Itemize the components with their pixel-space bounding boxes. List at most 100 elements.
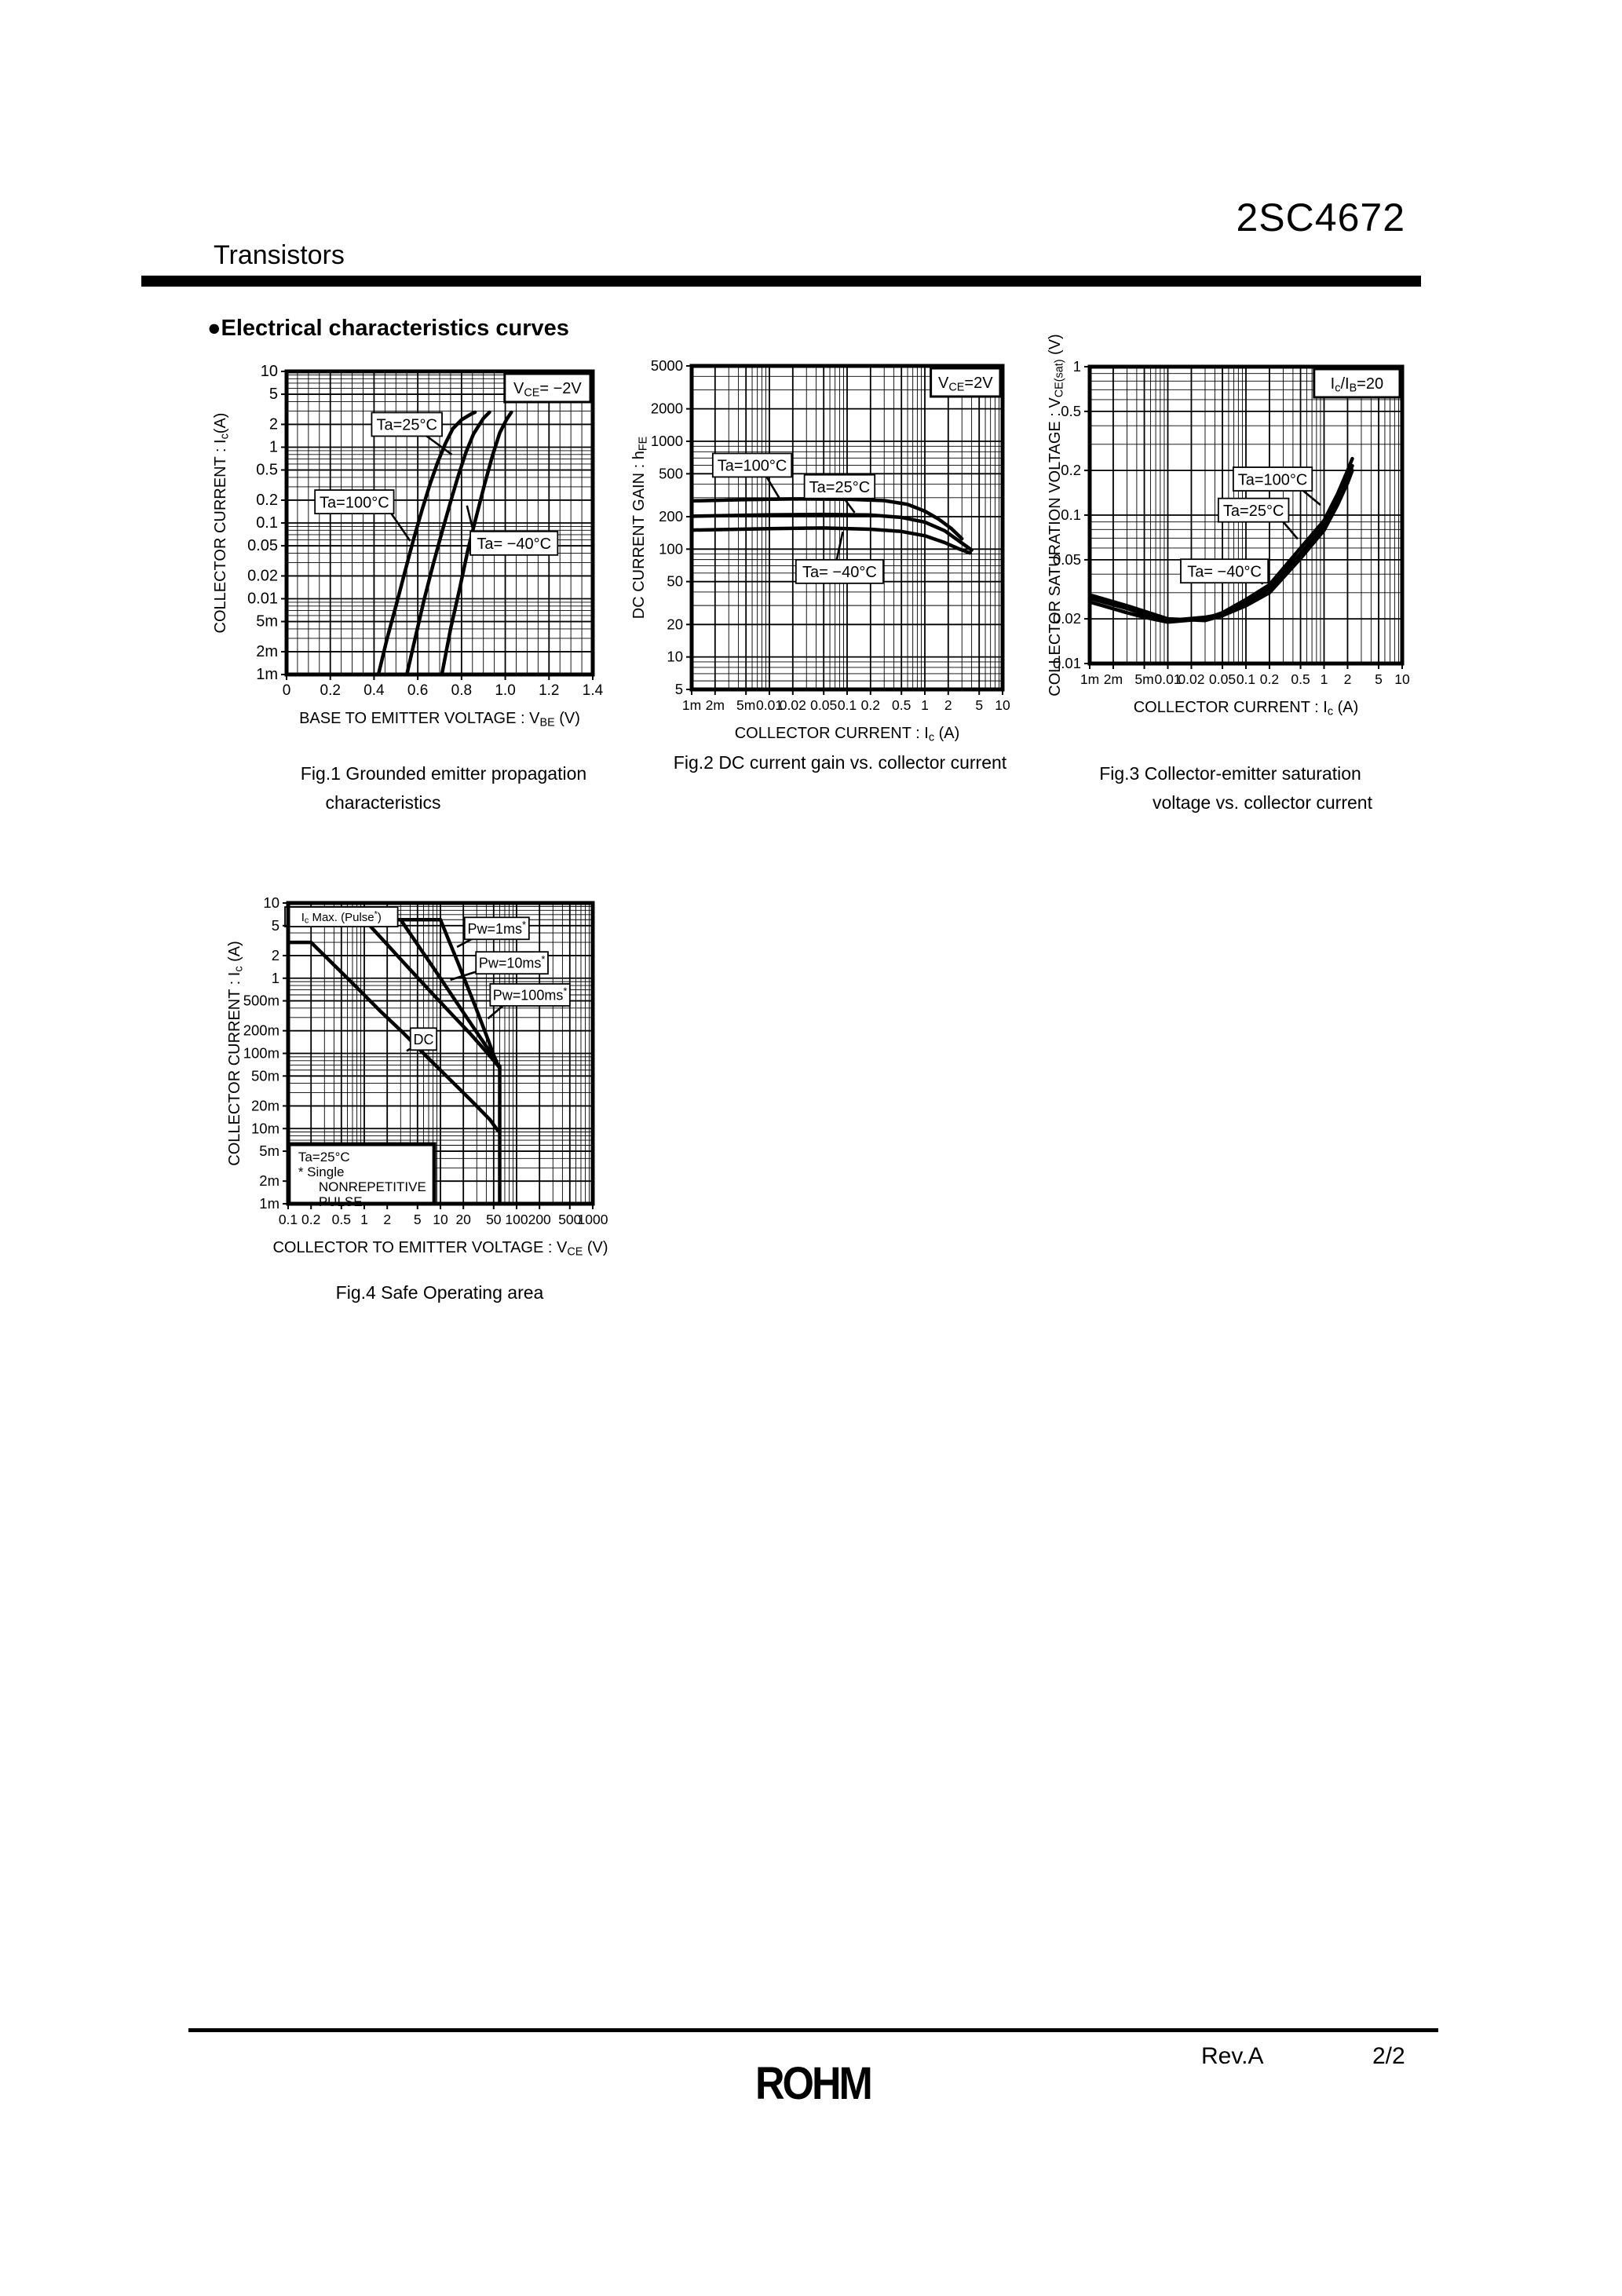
svg-text:0.5: 0.5 — [1061, 403, 1081, 419]
svg-text:0.01: 0.01 — [247, 590, 278, 608]
svg-text:5m: 5m — [736, 697, 755, 713]
svg-text:0.01: 0.01 — [1053, 655, 1081, 671]
svg-text:Ta= −40°C: Ta= −40°C — [1187, 563, 1262, 580]
svg-text:5: 5 — [1375, 671, 1383, 687]
svg-text:COLLECTOR SATURATION VOLTAGE :: COLLECTOR SATURATION VOLTAGE : VCE(sat) … — [1047, 334, 1066, 696]
part-number: 2SC4672 — [1236, 196, 1405, 239]
svg-text:5m: 5m — [1134, 671, 1153, 687]
svg-text:200m: 200m — [243, 1022, 279, 1039]
svg-text:0.5: 0.5 — [256, 462, 278, 479]
svg-text:10: 10 — [433, 1212, 448, 1227]
svg-text:2m: 2m — [706, 697, 725, 713]
svg-text:1: 1 — [360, 1212, 368, 1227]
svg-text:200: 200 — [528, 1212, 551, 1227]
svg-text:50: 50 — [486, 1212, 502, 1227]
svg-text:1: 1 — [1321, 671, 1328, 687]
svg-text:Ta=25°C: Ta=25°C — [809, 479, 871, 496]
fig3-caption-line2: voltage vs. collector current — [1153, 792, 1372, 813]
rohm-logo: ROHM — [755, 2058, 873, 2110]
svg-text:0.1: 0.1 — [256, 514, 278, 532]
svg-text:Ic/IB=20: Ic/IB=20 — [1331, 375, 1383, 395]
svg-text:0.02: 0.02 — [780, 697, 806, 713]
svg-text:1.0: 1.0 — [495, 682, 515, 699]
svg-text:Pw=10ms*: Pw=10ms* — [479, 953, 546, 971]
svg-text:0.2: 0.2 — [320, 682, 341, 699]
svg-text:100: 100 — [505, 1212, 528, 1227]
svg-text:1: 1 — [269, 439, 278, 456]
svg-text:0.5: 0.5 — [892, 697, 911, 713]
svg-text:COLLECTOR TO EMITTER VOLTAGE :: COLLECTOR TO EMITTER VOLTAGE : VCE (V) — [272, 1239, 608, 1259]
svg-text:500m: 500m — [243, 993, 279, 1009]
svg-text:0.8: 0.8 — [451, 682, 472, 699]
svg-text:Ta= −40°C: Ta= −40°C — [477, 536, 551, 553]
svg-text:50m: 50m — [251, 1067, 279, 1084]
svg-text:10m: 10m — [251, 1120, 279, 1136]
svg-text:0.2: 0.2 — [256, 492, 278, 509]
svg-text:10: 10 — [995, 697, 1010, 713]
svg-text:0.1: 0.1 — [1061, 506, 1081, 523]
svg-text:1: 1 — [272, 970, 279, 986]
svg-text:0.4: 0.4 — [363, 682, 385, 699]
svg-text:0.1: 0.1 — [838, 697, 857, 713]
svg-text:20: 20 — [455, 1212, 471, 1227]
fig4-chart: Ic Max. (Pulse*) Pw=1ms* Pw=10ms* Pw=100ms*… — [226, 894, 608, 1259]
svg-text:1: 1 — [1073, 358, 1081, 375]
section-heading: ●Electrical characteristics curves — [207, 316, 569, 342]
svg-text:5: 5 — [272, 917, 279, 934]
svg-text:0.05: 0.05 — [1053, 551, 1081, 568]
svg-text:1.4: 1.4 — [583, 682, 604, 699]
svg-text:0.2: 0.2 — [1260, 671, 1279, 687]
svg-text:0.2: 0.2 — [301, 1212, 320, 1227]
svg-text:2m: 2m — [1104, 671, 1123, 687]
svg-text:1: 1 — [921, 697, 929, 713]
svg-text:0.5: 0.5 — [332, 1212, 351, 1227]
svg-text:0.6: 0.6 — [407, 682, 428, 699]
svg-text:0.05: 0.05 — [810, 697, 837, 713]
svg-text:20m: 20m — [251, 1097, 279, 1113]
svg-text:COLLECTOR CURRENT : Ic (A): COLLECTOR CURRENT : Ic (A) — [1134, 699, 1359, 718]
svg-text:2000: 2000 — [651, 400, 683, 417]
svg-text:2: 2 — [1344, 671, 1352, 687]
svg-text:* Single: * Single — [298, 1164, 345, 1179]
svg-text:0.2: 0.2 — [1061, 462, 1081, 478]
svg-text:2: 2 — [272, 947, 279, 963]
svg-text:VCE=2V: VCE=2V — [938, 375, 993, 394]
revision-label: Rev.A — [1201, 2043, 1264, 2069]
svg-text:5: 5 — [975, 697, 983, 713]
svg-text:5000: 5000 — [651, 357, 683, 374]
svg-text:1000: 1000 — [578, 1212, 608, 1227]
svg-text:100: 100 — [659, 540, 683, 557]
fig1-caption-line1: Fig.1 Grounded emitter propagation — [300, 763, 587, 784]
svg-text:20: 20 — [667, 616, 683, 632]
fig1-chart: Ta=25°C Ta=100°C Ta= −40°C VCE= −2V 0 0.2 0.4 0… — [212, 363, 604, 729]
svg-text:5m: 5m — [259, 1143, 279, 1159]
svg-text:COLLECTOR CURRENT : Ic(A): COLLECTOR CURRENT : Ic(A) — [212, 413, 232, 634]
svg-text:NONREPETITIVE: NONREPETITIVE — [319, 1179, 426, 1194]
svg-text:1m: 1m — [256, 666, 278, 683]
svg-text:0.02: 0.02 — [247, 567, 278, 584]
svg-text:Ta=100°C: Ta=100°C — [1238, 471, 1308, 488]
svg-text:0.01: 0.01 — [756, 697, 783, 713]
svg-text:0: 0 — [283, 682, 291, 699]
svg-text:Ta=25°C: Ta=25°C — [376, 417, 437, 434]
svg-text:5: 5 — [269, 386, 278, 403]
svg-text:5: 5 — [675, 681, 683, 697]
svg-text:1m: 1m — [682, 697, 701, 713]
svg-text:0.5: 0.5 — [1291, 671, 1310, 687]
svg-text:10: 10 — [1394, 671, 1410, 687]
svg-text:0.01: 0.01 — [1154, 671, 1181, 687]
svg-text:500: 500 — [659, 465, 683, 481]
svg-text:10: 10 — [667, 649, 683, 665]
svg-text:0.05: 0.05 — [247, 537, 278, 554]
svg-text:0.05: 0.05 — [1209, 671, 1236, 687]
svg-text:0.1: 0.1 — [1237, 671, 1255, 687]
svg-text:1m: 1m — [1080, 671, 1099, 687]
page-number: 2/2 — [1372, 2043, 1405, 2069]
category-title: Transistors — [214, 240, 345, 270]
svg-text:VCE= −2V: VCE= −2V — [513, 380, 582, 400]
svg-text:10: 10 — [261, 363, 278, 380]
svg-text:0.2: 0.2 — [861, 697, 880, 713]
svg-text:COLLECTOR CURRENT : Ic (A): COLLECTOR CURRENT : Ic (A) — [735, 725, 960, 744]
svg-text:5m: 5m — [256, 613, 278, 631]
